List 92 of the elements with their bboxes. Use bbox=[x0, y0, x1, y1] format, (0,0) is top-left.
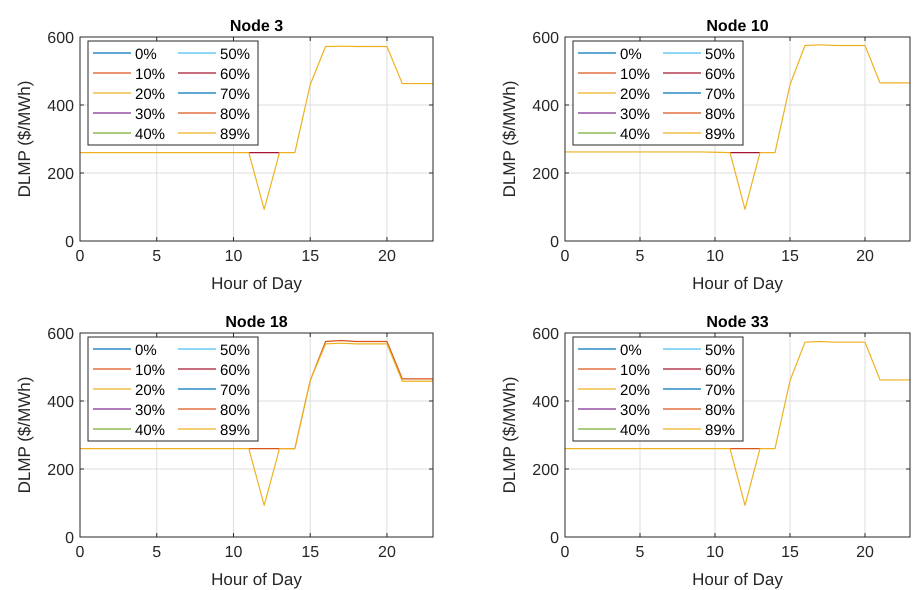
y-tick-label: 0 bbox=[65, 234, 74, 251]
x-axis-title: Hour of Day bbox=[211, 570, 302, 589]
chart-title: Node 3 bbox=[230, 18, 284, 35]
x-tick-label: 10 bbox=[224, 544, 242, 561]
legend-label: 10% bbox=[620, 362, 650, 379]
legend-label: 70% bbox=[705, 86, 736, 103]
y-tick-label: 200 bbox=[532, 166, 560, 183]
x-tick-label: 0 bbox=[560, 248, 570, 265]
x-tick-label: 5 bbox=[636, 544, 645, 561]
x-axis-title: Hour of Day bbox=[692, 570, 784, 589]
x-axis-title: Hour of Day bbox=[211, 274, 302, 293]
legend-label: 20% bbox=[135, 86, 166, 103]
legend-label: 30% bbox=[135, 402, 166, 419]
x-tick-label: 0 bbox=[76, 248, 85, 265]
legend-label: 60% bbox=[705, 66, 736, 83]
x-tick-label: 5 bbox=[152, 544, 162, 561]
chart-title: Node 33 bbox=[706, 314, 769, 331]
y-tick-label: 600 bbox=[47, 30, 74, 47]
x-tick-label: 15 bbox=[301, 544, 320, 561]
legend-label: 40% bbox=[620, 126, 650, 143]
y-tick-label: 0 bbox=[65, 530, 74, 547]
legend-label: 30% bbox=[135, 106, 166, 123]
x-tick-label: 20 bbox=[856, 544, 874, 561]
legend-label: 20% bbox=[620, 382, 650, 399]
y-tick-label: 0 bbox=[550, 234, 560, 251]
legend-label: 0% bbox=[620, 46, 642, 63]
legend-label: 20% bbox=[135, 382, 166, 399]
legend-label: 80% bbox=[220, 402, 250, 419]
x-tick-label: 5 bbox=[152, 248, 162, 265]
line-series bbox=[79, 342, 434, 506]
legend-label: 10% bbox=[620, 66, 650, 83]
x-tick-label: 0 bbox=[560, 544, 570, 561]
x-tick-label: 10 bbox=[706, 544, 724, 561]
legend-label: 0% bbox=[135, 46, 157, 63]
legend-label: 50% bbox=[705, 46, 736, 63]
y-tick-label: 600 bbox=[47, 326, 74, 343]
x-tick-label: 20 bbox=[856, 248, 874, 265]
legend-label: 89% bbox=[705, 422, 736, 439]
legend-label: 50% bbox=[220, 342, 250, 359]
legend-label: 50% bbox=[220, 46, 250, 63]
y-tick-label: 200 bbox=[532, 462, 560, 479]
y-axis-title: DLMP ($/MWh) bbox=[15, 80, 34, 198]
legend-label: 60% bbox=[220, 66, 250, 83]
legend-label: 60% bbox=[220, 362, 250, 379]
legend-label: 40% bbox=[135, 422, 166, 439]
y-tick-label: 400 bbox=[47, 394, 74, 411]
line-series bbox=[564, 340, 911, 506]
legend-label: 89% bbox=[220, 422, 250, 439]
legend-label: 70% bbox=[705, 382, 736, 399]
y-axis-title: DLMP ($/MWh) bbox=[15, 376, 34, 494]
legend-label: 30% bbox=[620, 106, 650, 123]
legend-label: 40% bbox=[135, 126, 166, 143]
legend-label: 30% bbox=[620, 402, 650, 419]
legend-label: 80% bbox=[705, 106, 736, 123]
chart-title: Node 10 bbox=[706, 18, 769, 35]
x-axis-title: Hour of Day bbox=[692, 274, 784, 293]
legend-label: 40% bbox=[620, 422, 650, 439]
x-tick-label: 0 bbox=[76, 544, 85, 561]
legend-label: 10% bbox=[135, 362, 166, 379]
legend-label: 80% bbox=[220, 106, 250, 123]
y-tick-label: 600 bbox=[532, 30, 560, 47]
legend-label: 60% bbox=[705, 362, 736, 379]
legend-label: 10% bbox=[135, 66, 166, 83]
x-tick-label: 15 bbox=[301, 248, 320, 265]
y-axis-title: DLMP ($/MWh) bbox=[500, 376, 519, 494]
y-tick-label: 600 bbox=[532, 326, 560, 343]
y-tick-label: 0 bbox=[550, 530, 560, 547]
x-tick-label: 10 bbox=[706, 248, 724, 265]
x-tick-label: 10 bbox=[224, 248, 242, 265]
line-series bbox=[564, 44, 911, 210]
y-tick-label: 400 bbox=[532, 98, 560, 115]
y-axis-title: DLMP ($/MWh) bbox=[500, 80, 519, 198]
x-tick-label: 15 bbox=[781, 248, 799, 265]
legend-label: 80% bbox=[705, 402, 736, 419]
x-tick-label: 15 bbox=[781, 544, 799, 561]
legend-label: 70% bbox=[220, 86, 250, 103]
legend-label: 89% bbox=[705, 126, 736, 143]
legend-label: 0% bbox=[620, 342, 642, 359]
legend-label: 70% bbox=[220, 382, 250, 399]
legend-label: 20% bbox=[620, 86, 650, 103]
y-tick-label: 200 bbox=[47, 166, 74, 183]
x-tick-label: 20 bbox=[378, 248, 396, 265]
x-tick-label: 20 bbox=[378, 544, 396, 561]
legend-label: 89% bbox=[220, 126, 250, 143]
x-tick-label: 5 bbox=[636, 248, 645, 265]
y-tick-label: 200 bbox=[47, 462, 74, 479]
line-series bbox=[79, 46, 434, 210]
legend-label: 0% bbox=[135, 342, 157, 359]
y-tick-label: 400 bbox=[47, 98, 74, 115]
y-tick-label: 400 bbox=[532, 394, 560, 411]
chart-title: Node 18 bbox=[225, 314, 288, 331]
legend-label: 50% bbox=[705, 342, 736, 359]
